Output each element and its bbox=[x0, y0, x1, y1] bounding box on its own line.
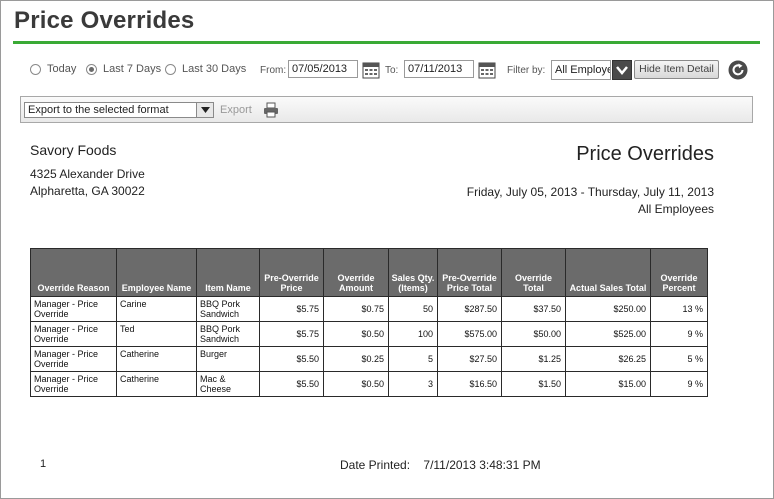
table-cell: BBQ Pork Sandwich bbox=[196, 321, 260, 347]
table-cell: 5 % bbox=[650, 346, 708, 372]
filter-by-label: Filter by: bbox=[507, 65, 546, 76]
to-label: To: bbox=[385, 65, 399, 76]
table-cell: Carine bbox=[116, 296, 197, 322]
printer-icon[interactable] bbox=[263, 102, 279, 118]
table-cell: BBQ Pork Sandwich bbox=[196, 296, 260, 322]
column-header: Pre-Override Price Total bbox=[437, 248, 502, 297]
from-calendar-icon[interactable] bbox=[362, 61, 380, 79]
table-cell: $287.50 bbox=[437, 296, 502, 322]
table-cell: 9 % bbox=[650, 371, 708, 397]
column-header: Sales Qty. (Items) bbox=[388, 248, 438, 297]
table-header-row: Override Reason Employee Name Item Name … bbox=[30, 248, 708, 297]
table-cell: $15.00 bbox=[565, 371, 651, 397]
price-overrides-table: Override Reason Employee Name Item Name … bbox=[30, 248, 708, 397]
export-format-label: Export to the selected format bbox=[28, 104, 169, 116]
table-cell: $5.50 bbox=[259, 346, 324, 372]
chevron-down-icon[interactable] bbox=[196, 103, 213, 117]
table-cell: Catherine bbox=[116, 346, 197, 372]
table-cell: 100 bbox=[388, 321, 438, 347]
table-cell: $0.25 bbox=[323, 346, 389, 372]
table-cell: $5.75 bbox=[259, 321, 324, 347]
table-cell: 9 % bbox=[650, 321, 708, 347]
radio-today-label[interactable]: Today bbox=[47, 63, 77, 75]
table-cell: $575.00 bbox=[437, 321, 502, 347]
date-printed: Date Printed: 7/11/2013 3:48:31 PM bbox=[340, 458, 541, 472]
radio-last-7-days[interactable] bbox=[86, 64, 97, 75]
from-date-input[interactable] bbox=[288, 60, 358, 78]
table-row: Manager - Price Override Catherine Mac &… bbox=[30, 371, 708, 397]
refresh-icon[interactable] bbox=[728, 60, 748, 80]
table-cell: $16.50 bbox=[437, 371, 502, 397]
column-header: Override Reason bbox=[30, 248, 117, 297]
date-printed-value: 7/11/2013 3:48:31 PM bbox=[423, 458, 541, 472]
employee-filter-select[interactable]: All Employees bbox=[551, 60, 611, 80]
radio-last-30-days[interactable] bbox=[165, 64, 176, 75]
company-address-line2: Alpharetta, GA 30022 bbox=[30, 184, 145, 198]
table-cell: $5.75 bbox=[259, 296, 324, 322]
page-title: Price Overrides bbox=[14, 7, 195, 34]
table-cell: Manager - Price Override bbox=[30, 321, 117, 347]
column-header: Actual Sales Total bbox=[565, 248, 651, 297]
export-link[interactable]: Export bbox=[220, 104, 252, 116]
table-cell: $26.25 bbox=[565, 346, 651, 372]
title-divider bbox=[13, 41, 760, 44]
table-cell: $1.25 bbox=[501, 346, 566, 372]
column-header: Override Total bbox=[501, 248, 566, 297]
table-cell: $0.50 bbox=[323, 321, 389, 347]
to-date-input[interactable] bbox=[404, 60, 474, 78]
table-cell: Manager - Price Override bbox=[30, 346, 117, 372]
table-cell: $37.50 bbox=[501, 296, 566, 322]
table-cell: $27.50 bbox=[437, 346, 502, 372]
table-cell: $1.50 bbox=[501, 371, 566, 397]
chevron-down-icon[interactable] bbox=[612, 60, 632, 80]
filter-bar: Today Last 7 Days Last 30 Days From: To:… bbox=[30, 58, 760, 82]
table-cell: $525.00 bbox=[565, 321, 651, 347]
table-cell: 13 % bbox=[650, 296, 708, 322]
date-printed-label: Date Printed: bbox=[340, 458, 411, 472]
table-cell: $0.75 bbox=[323, 296, 389, 322]
company-address-line1: 4325 Alexander Drive bbox=[30, 167, 145, 181]
radio-last-30-days-label[interactable]: Last 30 Days bbox=[182, 63, 247, 75]
table-cell: Catherine bbox=[116, 371, 197, 397]
report-employee-filter: All Employees bbox=[637, 202, 714, 216]
table-cell: 50 bbox=[388, 296, 438, 322]
report-date-range: Friday, July 05, 2013 - Thursday, July 1… bbox=[466, 185, 714, 199]
radio-last-7-days-label[interactable]: Last 7 Days bbox=[103, 63, 162, 75]
column-header: Override Percent bbox=[650, 248, 708, 297]
table-row: Manager - Price Override Carine BBQ Pork… bbox=[30, 296, 708, 322]
table-cell: $250.00 bbox=[565, 296, 651, 322]
table-cell: $50.00 bbox=[501, 321, 566, 347]
table-row: Manager - Price Override Catherine Burge… bbox=[30, 346, 708, 372]
hide-item-detail-button[interactable]: Hide Item Detail bbox=[634, 60, 719, 79]
from-label: From: bbox=[260, 65, 287, 76]
page-number: 1 bbox=[40, 458, 47, 470]
column-header: Employee Name bbox=[116, 248, 197, 297]
table-cell: 3 bbox=[388, 371, 438, 397]
table-cell: Burger bbox=[196, 346, 260, 372]
column-header: Item Name bbox=[196, 248, 260, 297]
table-cell: Manager - Price Override bbox=[30, 296, 117, 322]
column-header: Override Amount bbox=[323, 248, 389, 297]
report-toolbar: Export to the selected format Export bbox=[20, 96, 753, 123]
company-name: Savory Foods bbox=[30, 142, 117, 158]
table-cell: 5 bbox=[388, 346, 438, 372]
column-header: Pre-Override Price bbox=[259, 248, 324, 297]
table-cell: Mac & Cheese bbox=[196, 371, 260, 397]
radio-today[interactable] bbox=[30, 64, 41, 75]
report-title: Price Overrides bbox=[576, 143, 714, 165]
table-cell: Ted bbox=[116, 321, 197, 347]
to-calendar-icon[interactable] bbox=[478, 61, 496, 79]
table-cell: Manager - Price Override bbox=[30, 371, 117, 397]
table-cell: $5.50 bbox=[259, 371, 324, 397]
table-cell: $0.50 bbox=[323, 371, 389, 397]
table-row: Manager - Price Override Ted BBQ Pork Sa… bbox=[30, 321, 708, 347]
export-format-select[interactable]: Export to the selected format bbox=[24, 102, 214, 118]
